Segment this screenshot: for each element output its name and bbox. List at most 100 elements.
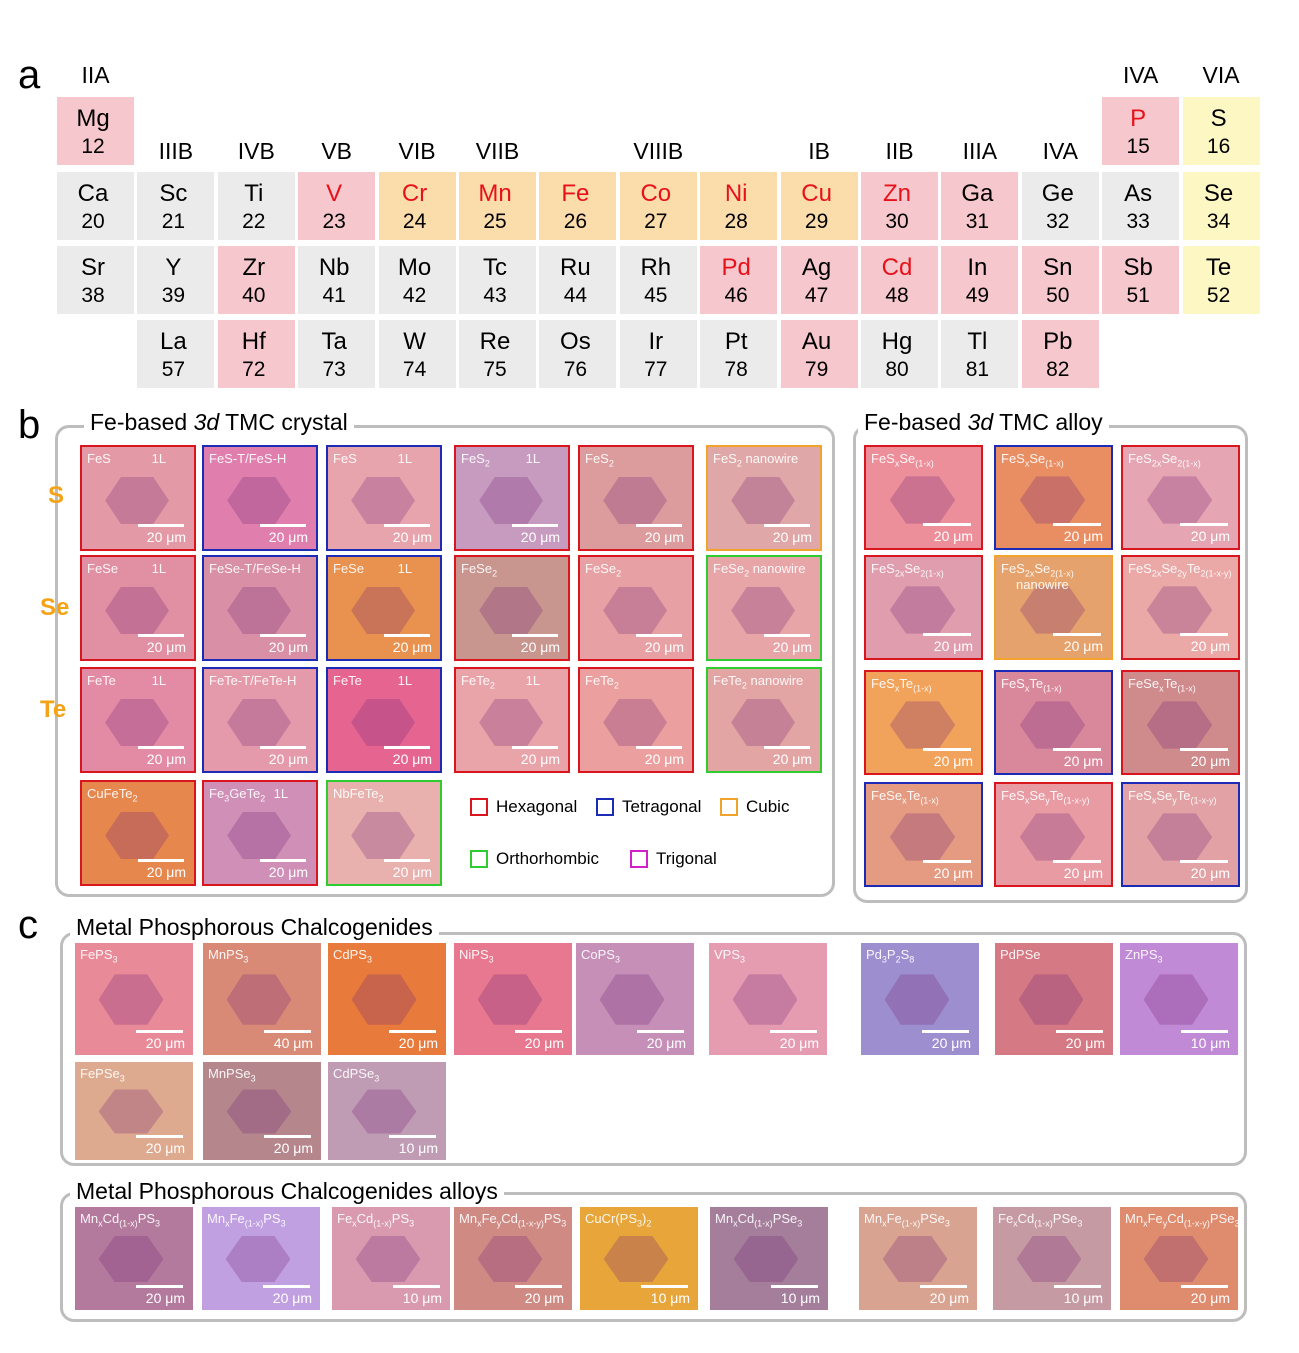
sample-tile: FeSe2 20 μm [578, 555, 694, 661]
text-part: ) [642, 1211, 647, 1226]
text-part: PdPSe [1000, 947, 1041, 962]
flake [889, 586, 956, 634]
flake [1018, 974, 1084, 1025]
element-number: 22 [242, 210, 266, 233]
legend-label: Hexagonal [496, 797, 578, 816]
element-cell: Ir 77 [619, 320, 697, 388]
sample-label: Fe3GeTe2 [209, 786, 265, 804]
text-part: Cd [501, 1211, 518, 1226]
text-part: TMC crystal [219, 409, 348, 435]
text-part: Te [1029, 676, 1044, 691]
scale-label: 20 μm [933, 753, 973, 769]
element-cell: Ga 31 [941, 172, 1019, 240]
scale-bar [514, 1285, 562, 1288]
flake [477, 974, 543, 1025]
element-symbol: Ag [801, 254, 832, 281]
text-part: FeTe [713, 673, 742, 688]
element-number: 29 [804, 210, 829, 233]
sample-tile: MnxFe(1-x)PS3 20 μm [202, 1207, 320, 1310]
sample-label: FeSe2 [585, 561, 621, 579]
sample-label: FeS2 [585, 451, 614, 469]
element-cell: Mg 12 [57, 97, 134, 165]
text-part: nanowire [749, 561, 806, 576]
flake [477, 1235, 543, 1283]
text-part: VPS [714, 947, 741, 962]
scale-label: 20 μm [1190, 753, 1230, 769]
text-part: CuFeTe [87, 786, 133, 801]
scale-bar [383, 746, 430, 749]
flake [227, 476, 291, 525]
panel-label: c [18, 903, 38, 947]
subscript: 2 [378, 793, 384, 804]
element-symbol: Pd [721, 254, 751, 281]
element-symbol: Ge [1041, 180, 1074, 207]
element-number: 49 [965, 284, 990, 307]
text-part: FePSe [80, 1066, 120, 1081]
scale-label: 10 μm [1063, 1290, 1103, 1306]
text-part: PS [391, 1211, 410, 1226]
element-cell: La 57 [137, 320, 215, 388]
subscript: 3 [224, 793, 230, 804]
element-number: 78 [724, 358, 748, 381]
sample-label: MnxCd(1-x)PS3 [80, 1211, 160, 1229]
mpc-alloy-box [60, 1192, 1247, 1322]
scale-bar [259, 634, 306, 637]
scale-label: 20 μm [646, 1035, 686, 1051]
subscript: (1-x) [244, 1218, 264, 1229]
scale-bar [1053, 1285, 1101, 1288]
text-part: Se [899, 451, 916, 466]
text-part: FeS [333, 451, 357, 466]
flake [351, 974, 417, 1025]
sample-tile: Fe3GeTe2 1L 20 μm [202, 780, 318, 886]
text-part: Fe [481, 1211, 497, 1226]
subscript: 3 [1234, 1218, 1238, 1229]
element-cell: As 33 [1102, 172, 1180, 240]
subscript: 8 [909, 954, 915, 965]
subscript: x [1159, 683, 1164, 694]
element-symbol: S [1210, 105, 1227, 132]
scale-label: 10 μm [1190, 1035, 1230, 1051]
text-part: Se [1156, 788, 1173, 803]
subscript: 2x [1151, 568, 1162, 579]
scale-bar [640, 1285, 688, 1288]
element-cell: Ag 47 [780, 246, 858, 314]
text-part: FeS [461, 451, 485, 466]
sample-tile: NbFeTe2 20 μm [326, 780, 442, 886]
text-part: Fe [998, 1211, 1014, 1226]
scale-label: 20 μm [520, 751, 560, 767]
text-part: Se [1029, 451, 1046, 466]
element-cell: Sb 51 [1102, 246, 1180, 314]
sample-tile: MnxFe(1-x)PSe3 20 μm [859, 1207, 977, 1310]
element-symbol: Tl [967, 328, 988, 355]
flake [227, 586, 291, 635]
flake [479, 586, 543, 635]
text-part: FeSe [713, 561, 745, 576]
text-part: Te [1176, 788, 1191, 803]
flake [1143, 1235, 1209, 1283]
element-number: 24 [402, 210, 427, 233]
element-number: 52 [1206, 284, 1231, 307]
flake [603, 698, 667, 747]
box-title: Metal Phosphorous Chalcogenides alloys [70, 1178, 504, 1204]
text-part: Te [1049, 788, 1064, 803]
element-symbol: Sr [81, 254, 105, 281]
subscript: 2 [484, 458, 490, 469]
element-number: 26 [563, 210, 588, 233]
sample-tile: PdPSe 20 μm [995, 943, 1113, 1055]
sample-label: FexCd(1-x)PSe3 [998, 1211, 1082, 1229]
element-number: 25 [483, 210, 507, 233]
subscript: y [1162, 1218, 1168, 1229]
subscript: (1-x) [920, 795, 939, 806]
text-part: Se [904, 561, 921, 576]
element-cell: Pd 46 [700, 246, 778, 314]
element-symbol: Ca [77, 180, 109, 207]
text-part: Fe [337, 1211, 353, 1226]
sample-label: FeSxSe(1-x) [1001, 451, 1064, 469]
scale-label: 20 μm [644, 751, 684, 767]
element-cell: Ge 32 [1021, 172, 1099, 240]
sample-label: CuFeTe2 [87, 786, 138, 804]
element-cell: Hg 80 [861, 320, 938, 388]
panel-label: b [18, 403, 41, 447]
layer-label: 1L [397, 451, 413, 466]
element-number: 75 [483, 358, 507, 381]
